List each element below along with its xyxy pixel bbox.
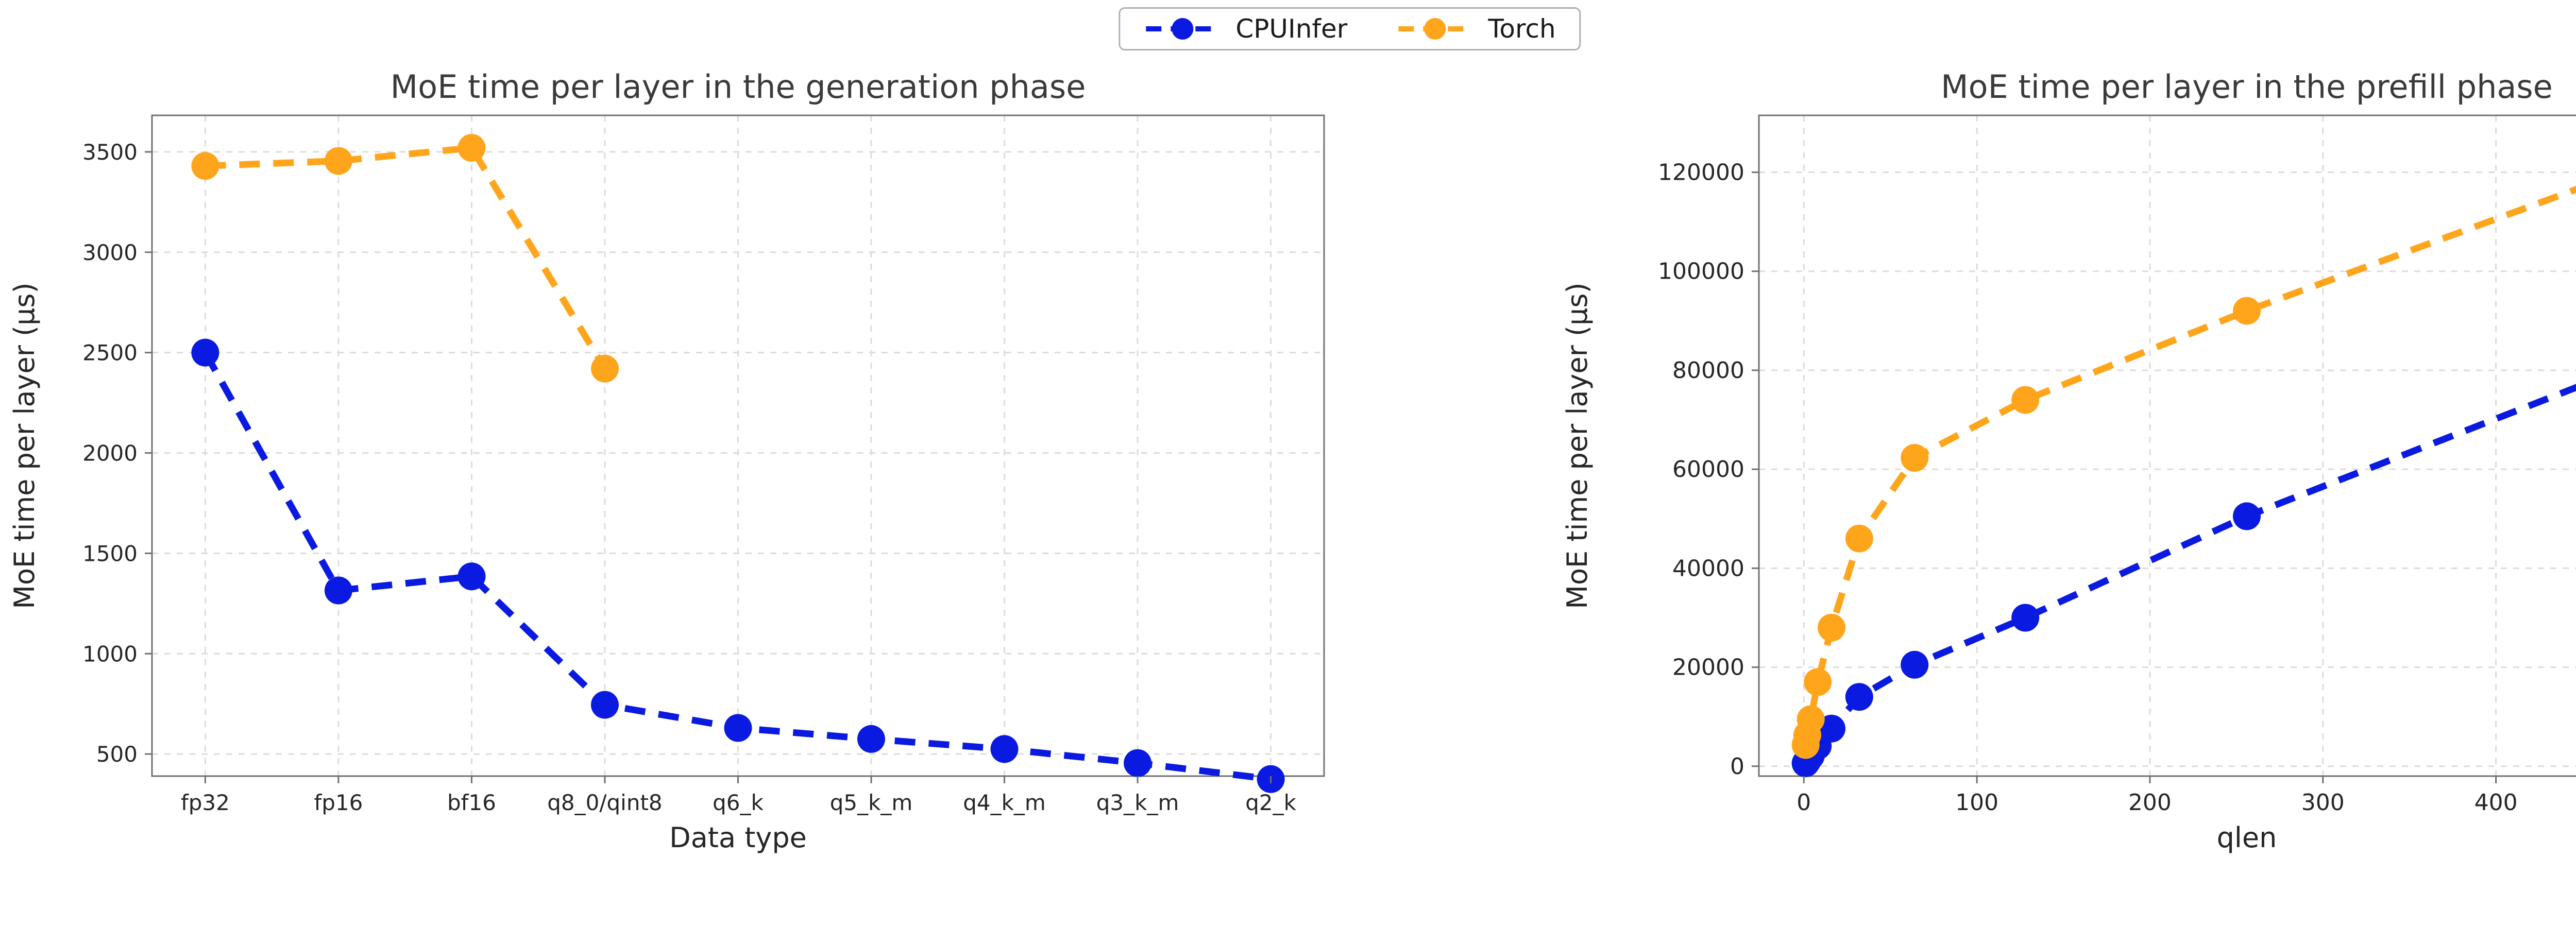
x-tick-label: 200 (2128, 789, 2172, 816)
y-tick-label: 60000 (1672, 456, 1744, 483)
y-tick-label: 1000 (82, 641, 138, 666)
prefill-phase-chart-svg: 0100200300400500020000400006000080000100… (1561, 68, 2576, 854)
x-tick-label: q4_k_m (963, 790, 1046, 815)
chart-title: MoE time per layer in the generation pha… (391, 68, 1086, 106)
legend-entry-torch: Torch (1396, 14, 1556, 44)
plot-border (1758, 114, 2576, 777)
torch-line-marker-icon (1398, 18, 1472, 40)
generation-phase-chart: fp32 fp16 bf16 q8_0/qint8 q6_k q5_k_m q4_k_m q3… (8, 68, 1325, 854)
x-tick-label: bf16 (447, 790, 496, 815)
x-tick-label: q3_k_m (1096, 790, 1179, 815)
y-axis-label: MoE time per layer (μs) (1561, 282, 1594, 609)
x-tick-label: fp32 (181, 790, 230, 815)
y-tick-label: 120000 (1658, 160, 1744, 186)
series-torch-markers (1791, 297, 2261, 759)
x-tick-label: q8_0/qint8 (547, 790, 662, 815)
series-cpuinfer-line (1803, 384, 2576, 765)
series-torch-line (205, 144, 608, 371)
x-tick-label: q6_k (713, 790, 764, 815)
x-tick-label: q2_k (1245, 790, 1296, 815)
chart-title: MoE time per layer in the prefill phase (1941, 68, 2553, 106)
x-tick-label: 0 (1797, 789, 1811, 816)
grid (152, 115, 1324, 776)
x-axis-label: qlen (2217, 821, 2277, 854)
generation-phase-chart-svg: fp32 fp16 bf16 q8_0/qint8 q6_k q5_k_m q4_k_m q3… (8, 68, 1325, 854)
legend-label-torch: Torch (1488, 14, 1556, 44)
x-tick-label: 100 (1955, 789, 1998, 816)
x-tick-label: q5_k_m (830, 790, 913, 815)
prefill-phase-chart: 0100200300400500020000400006000080000100… (1391, 0, 2576, 927)
x-axis-label: Data type (669, 821, 807, 854)
y-tick-label: 3500 (82, 140, 138, 165)
y-tick-label: 1500 (82, 541, 138, 566)
chart-legend: CPUInfer Torch (1118, 7, 1581, 50)
y-axis-label: MoE time per layer (μs) (8, 282, 41, 609)
legend-label-cpuinfer: CPUInfer (1235, 14, 1348, 44)
grid (1759, 115, 2576, 776)
series-torch-markers (191, 134, 619, 383)
y-tick-label: 2500 (82, 340, 138, 366)
x-tick-label: 400 (2475, 789, 2518, 816)
y-tick-label: 3000 (82, 240, 138, 265)
y-tick-label: 80000 (1672, 357, 1744, 384)
y-tick-label: 500 (96, 742, 138, 767)
series-cpuinfer-markers (1791, 502, 2261, 777)
series-cpuinfer-markers (191, 338, 1285, 793)
x-tick-label: 300 (2301, 789, 2345, 816)
y-tick-label: 100000 (1658, 259, 1744, 285)
legend-entry-cpuinfer: CPUInfer (1144, 16, 1347, 42)
y-tick-label: 2000 (82, 441, 138, 466)
y-tick-label: 0 (1730, 753, 1744, 780)
x-tick-label: fp16 (314, 790, 363, 815)
y-tick-label: 40000 (1672, 555, 1744, 581)
cpuinfer-line-marker-icon (1146, 18, 1219, 40)
y-tick-label: 20000 (1672, 655, 1744, 681)
